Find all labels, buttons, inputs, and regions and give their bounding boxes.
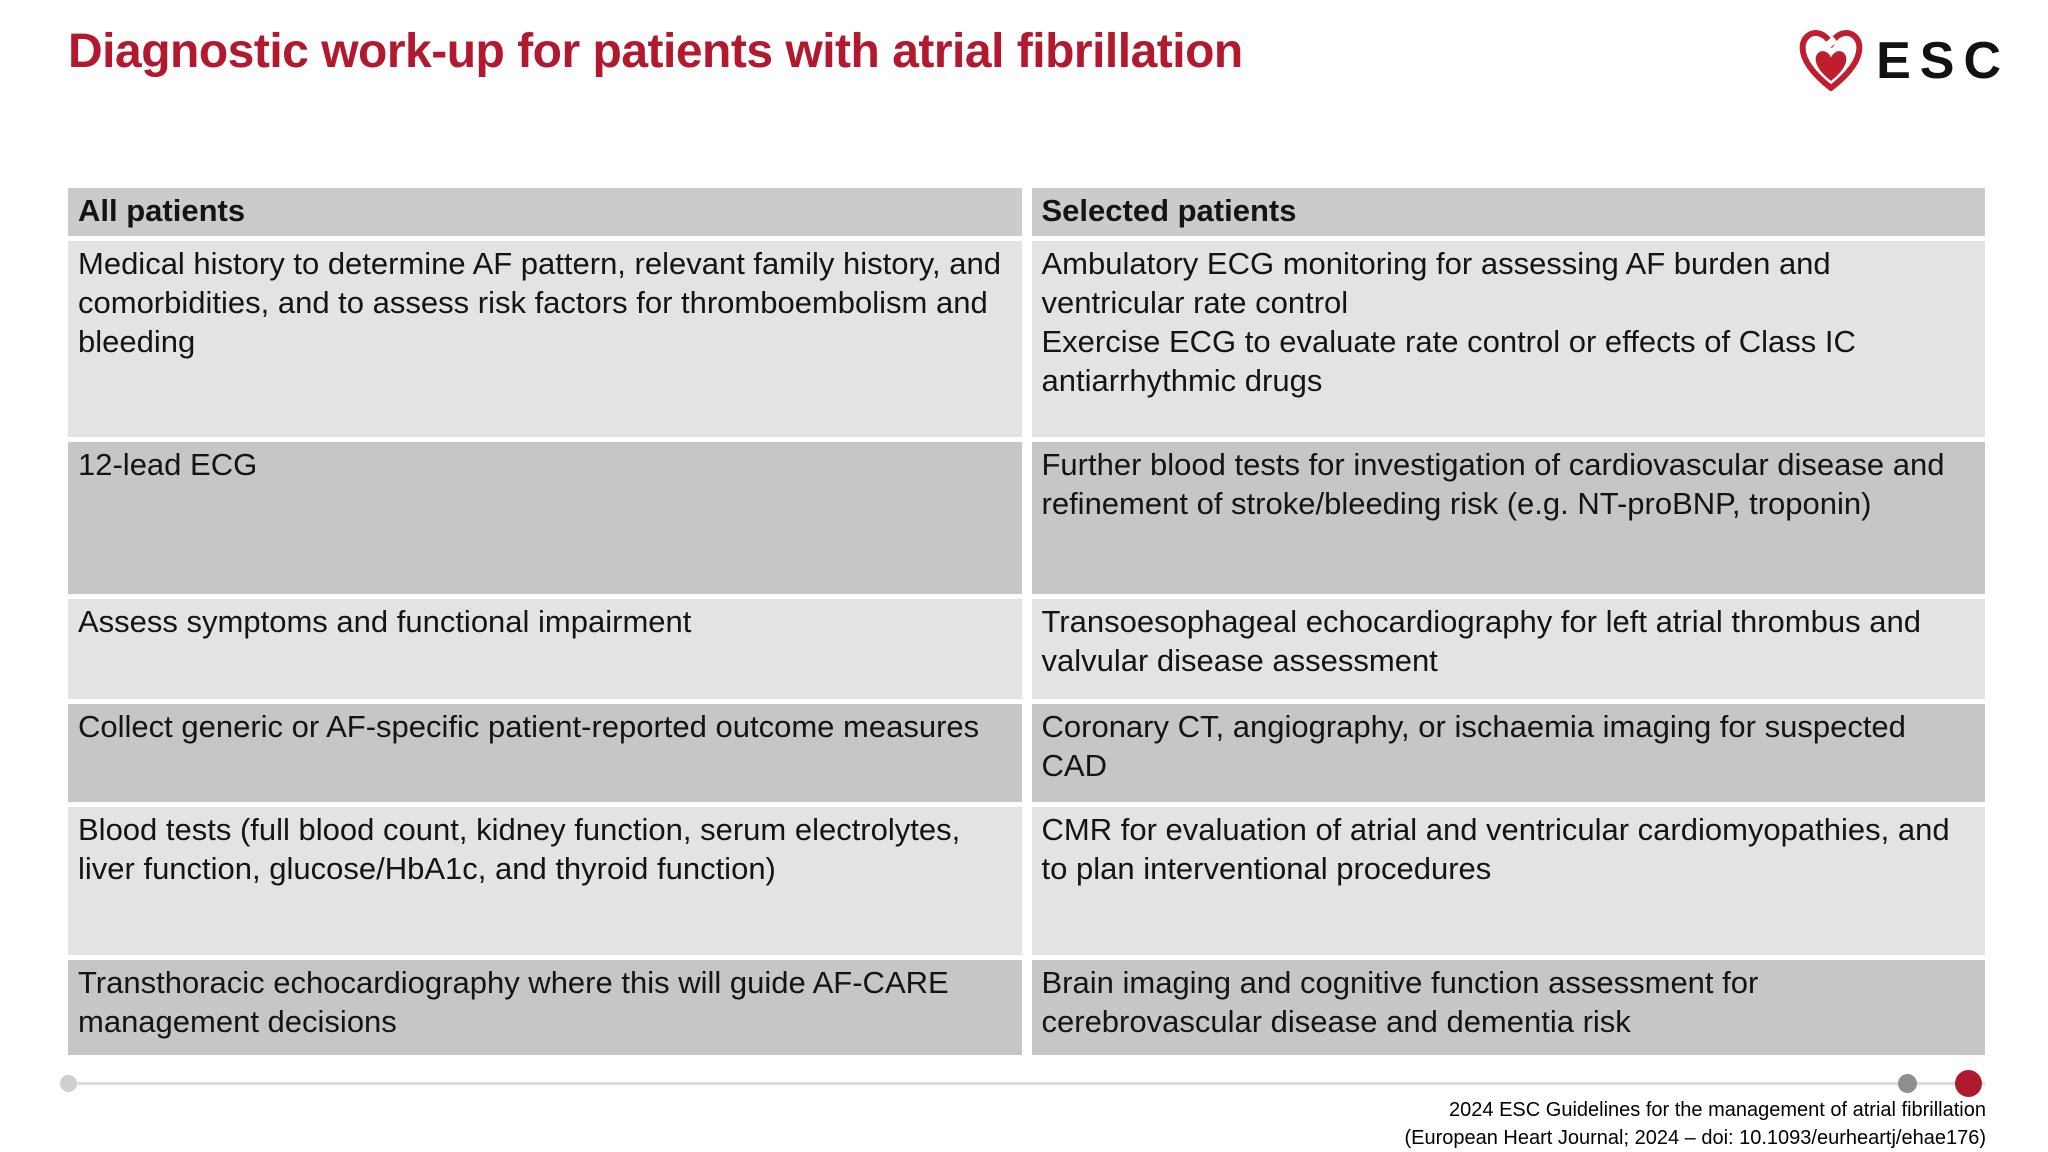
progress-dot-start <box>60 1075 77 1092</box>
table-row: Medical history to determine AF pattern,… <box>68 241 1985 437</box>
cell-all-patients: Transthoracic echocardiography where thi… <box>68 960 1022 1055</box>
table-row: Transthoracic echocardiography where thi… <box>68 960 1985 1055</box>
cell-text: Coronary CT, angiography, or ischaemia i… <box>1041 709 1906 783</box>
cell-text: Blood tests (full blood count, kidney fu… <box>78 812 961 886</box>
cell-text: Collect generic or AF-specific patient-r… <box>78 709 980 744</box>
cell-text: 12-lead ECG <box>78 447 258 482</box>
table-row: Collect generic or AF-specific patient-r… <box>68 704 1985 802</box>
progress-dot-secondary <box>1898 1074 1917 1093</box>
footer-citation-line1: 2024 ESC Guidelines for the management o… <box>1449 1099 1986 1121</box>
table-row: Blood tests (full blood count, kidney fu… <box>68 807 1985 955</box>
cell-all-patients: Collect generic or AF-specific patient-r… <box>68 704 1022 802</box>
cell-all-patients: Medical history to determine AF pattern,… <box>68 241 1022 437</box>
diagnostic-workup-table: All patients Selected patients Medical h… <box>68 188 1985 1055</box>
cell-text: CMR for evaluation of atrial and ventric… <box>1041 812 1950 886</box>
header-cell-all-patients: All patients <box>68 188 1022 236</box>
cell-text: Medical history to determine AF pattern,… <box>78 246 1001 359</box>
cell-selected-patients: Further blood tests for investigation of… <box>1031 442 1985 594</box>
cell-all-patients: Blood tests (full blood count, kidney fu… <box>68 807 1022 955</box>
cell-text: Transoesophageal echocardiography for le… <box>1041 604 1921 678</box>
header-cell-selected-patients: Selected patients <box>1031 188 1985 236</box>
cell-text: Further blood tests for investigation of… <box>1041 447 1945 521</box>
cell-text: Exercise ECG to evaluate rate control or… <box>1041 324 1856 398</box>
table-row: 12-lead ECG Further blood tests for inve… <box>68 442 1985 594</box>
progress-dot-current <box>1955 1070 1982 1097</box>
table-row: Assess symptoms and functional impairmen… <box>68 599 1985 699</box>
footer-citation-line2: (European Heart Journal; 2024 – doi: 10.… <box>1404 1127 1986 1149</box>
progress-track <box>68 1082 1985 1085</box>
cell-selected-patients: Ambulatory ECG monitoring for assessing … <box>1031 241 1985 437</box>
esc-logo: ESC <box>1796 28 2010 94</box>
esc-logo-text: ESC <box>1876 32 2010 90</box>
cell-text: Assess symptoms and functional impairmen… <box>78 604 692 639</box>
cell-selected-patients: CMR for evaluation of atrial and ventric… <box>1031 807 1985 955</box>
cell-text: Brain imaging and cognitive function ass… <box>1041 965 1759 1039</box>
esc-heart-icon <box>1799 30 1863 92</box>
cell-all-patients: Assess symptoms and functional impairmen… <box>68 599 1022 699</box>
cell-text: Transthoracic echocardiography where thi… <box>78 965 949 1039</box>
cell-all-patients: 12-lead ECG <box>68 442 1022 594</box>
cell-selected-patients: Coronary CT, angiography, or ischaemia i… <box>1031 704 1985 802</box>
cell-text: Ambulatory ECG monitoring for assessing … <box>1041 246 1831 320</box>
footer-citation: 2024 ESC Guidelines for the management o… <box>1404 1096 1986 1152</box>
cell-selected-patients: Transoesophageal echocardiography for le… <box>1031 599 1985 699</box>
table-header-row: All patients Selected patients <box>68 188 1985 236</box>
cell-selected-patients: Brain imaging and cognitive function ass… <box>1031 960 1985 1055</box>
page-title: Diagnostic work-up for patients with atr… <box>68 25 1243 78</box>
